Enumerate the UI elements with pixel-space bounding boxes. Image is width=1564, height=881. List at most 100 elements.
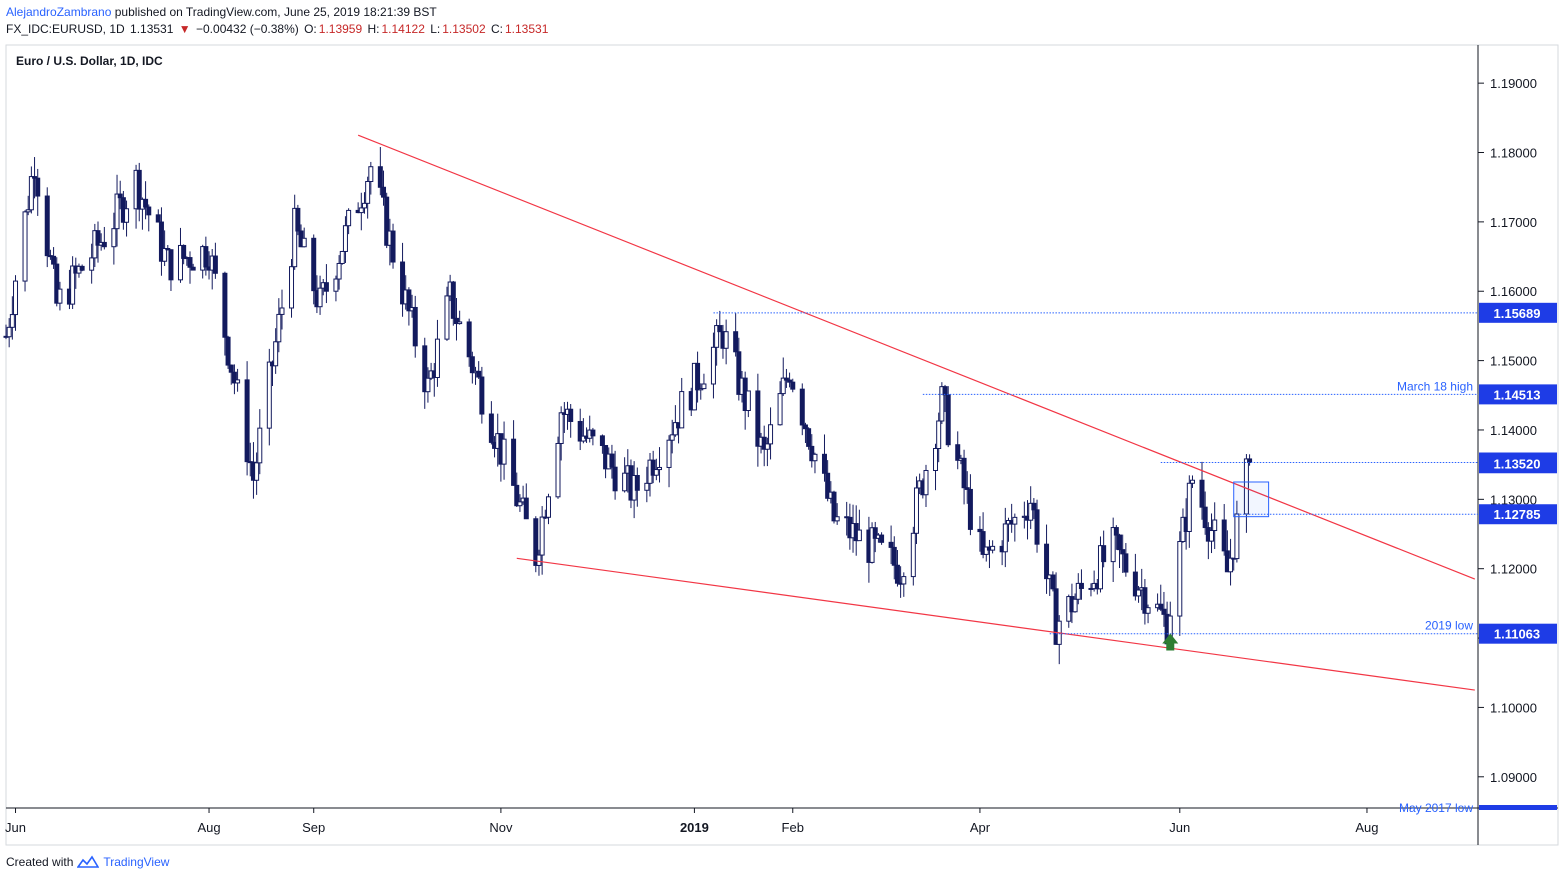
candle-down [190,266,196,271]
candle-up [336,262,342,280]
candle-down [311,237,317,292]
level-111063-annotation: 2019 low [1425,619,1473,633]
level-115689-price-label: 1.15689 [1494,306,1541,321]
candle-down [599,435,605,447]
author-link[interactable]: AlejandroZambrano [6,5,112,19]
candle-down [755,390,761,447]
time-tick-label: Sep [302,820,325,835]
candle-up [657,466,663,471]
candle-up [501,438,507,465]
candle-up [301,237,307,248]
candle-down [736,351,742,395]
symbol-name: FX_IDC:EURUSD, 1D [6,22,125,36]
close-value: 1.13531 [504,22,549,36]
time-tick-label: Aug [197,820,220,835]
candle-down [222,272,228,338]
candle-up [22,211,28,282]
candle-up [346,209,352,227]
candle-down [717,325,723,333]
may-2017-low-label-bg [1479,805,1557,810]
candle-up [679,391,685,429]
candle-up [317,287,323,308]
footer: Created with TradingView [6,855,169,869]
candle-up [434,338,440,379]
candle-down [612,466,618,492]
candle-down [590,429,596,437]
candle-down [891,546,897,566]
price-axis[interactable]: 1.19000 1.18000 1.17000 1.16000 1.15000 1.140… [1478,76,1537,785]
candle-up [669,434,675,441]
time-tick-label: Jun [1169,820,1190,835]
candle-down [117,193,123,199]
up-arrow-icon[interactable] [1162,633,1179,651]
candle-up [1075,582,1081,600]
candle-down [469,356,475,374]
candle-up [539,516,545,556]
candle-down [514,484,520,507]
candle-down [894,564,900,584]
candle-up [545,496,551,518]
candle-down [1044,543,1050,580]
candle-up [913,487,919,534]
candle-down [523,497,529,520]
candle-down [825,472,831,499]
tradingview-brand[interactable]: TradingView [103,855,170,869]
candle-up [273,341,279,367]
candle-up [983,546,989,555]
candle-up [114,193,120,230]
candle-down [146,206,152,216]
candle-up [856,529,862,542]
level-111063-price-label-bg [1479,623,1557,644]
candle-down [32,176,38,179]
candle-up [714,325,720,348]
candle-down [155,214,161,223]
candle-up [1186,482,1192,532]
candle-down [1053,588,1059,645]
lower-trendline[interactable] [516,557,1475,691]
candle-up [672,422,678,436]
time-axis[interactable]: Jun Aug Sep Nov 2019 Feb Apr Jun Aug [5,808,1379,835]
candles [3,146,1253,665]
upper-trendline[interactable] [357,134,1476,580]
last-price: 1.13531 [130,22,174,36]
open-label: O: [304,22,317,36]
candle-down [802,424,808,430]
candle-up [70,265,76,305]
candle-up [57,288,63,304]
candle-down [761,436,767,450]
candle-down [1161,608,1167,615]
candle-down [831,491,837,522]
time-tick-label: Jun [5,820,26,835]
candle-down [790,381,796,390]
candle-up [425,377,431,393]
candle-up [644,482,650,491]
candle-down [101,241,107,248]
candle-down [181,244,187,259]
candle-up [666,439,672,468]
candle-down [1123,553,1129,573]
candle-down [872,527,878,539]
candle-up [124,208,130,223]
candle-down [406,289,412,312]
candle-up [89,257,95,271]
down-arrow-icon: ▼ [178,22,191,36]
candle-down [511,438,517,486]
candle-up [1234,513,1240,560]
candle-down [476,370,482,378]
candle-up [1097,545,1103,590]
candle-down [1202,506,1208,529]
candle-up [111,228,117,248]
trendlines[interactable] [357,134,1476,691]
candle-down [733,331,739,353]
candle-down [295,207,301,232]
candle-down [1113,527,1119,536]
candle-down [95,230,101,246]
price-tick-label: 1.19000 [1490,76,1537,91]
breakout-box[interactable] [1233,481,1270,518]
candle-up [933,447,939,471]
candle-down [136,169,142,210]
candle-up [812,453,818,462]
high-label: H: [367,22,380,36]
candle-down [1120,549,1126,555]
